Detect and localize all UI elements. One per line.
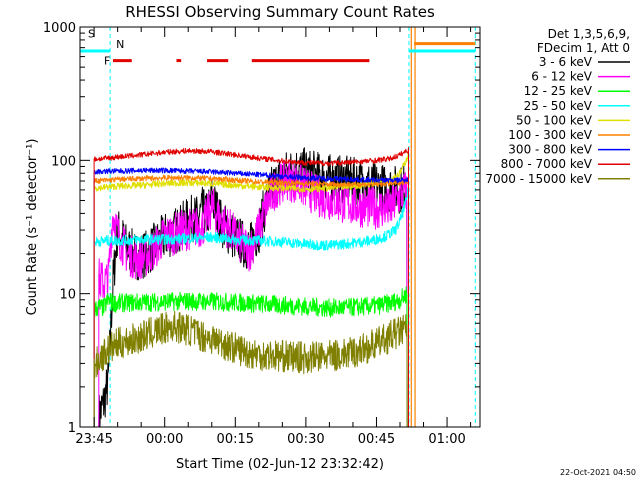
x-tick-label: 23:45 [75, 432, 112, 447]
axes: 1 10 100 1000 23:45 00:00 00:15 00:30 00:45 01:00 [43, 21, 480, 447]
x-tick-label: 01:00 [428, 432, 465, 447]
legend-header: FDecim 1, Att 0 [537, 41, 630, 55]
flag-n-label: N [116, 38, 124, 51]
x-tick-label: 00:00 [146, 432, 183, 447]
series-line [93, 310, 408, 428]
legend-label: 12 - 25 keV [524, 84, 593, 98]
legend-label: 25 - 50 keV [524, 99, 593, 113]
flag-s-label: S [88, 28, 95, 41]
series-line [93, 174, 409, 427]
legend-label: 3 - 6 keV [539, 55, 593, 69]
legend-label: 50 - 100 keV [516, 113, 593, 127]
legend-label: 7000 - 15000 keV [485, 172, 592, 186]
x-tick-label: 00:15 [217, 432, 254, 447]
legend-label: 6 - 12 keV [531, 70, 593, 84]
series-line [93, 187, 409, 427]
y-tick-label: 10 [59, 288, 76, 303]
legend-label: 100 - 300 keV [508, 128, 592, 142]
series-line [93, 167, 409, 427]
flag-f-label: F [104, 55, 110, 68]
x-tick-label: 00:45 [358, 432, 395, 447]
series-line [93, 286, 408, 428]
chart-title: RHESSI Observing Summary Count Rates [125, 3, 435, 21]
x-tick-label: 00:30 [287, 432, 324, 447]
series-group [93, 147, 409, 428]
flag-bars: S NF [80, 28, 476, 68]
y-tick-label: 1 [68, 421, 76, 436]
timestamp-label: 22-Oct-2021 04:50 [560, 468, 636, 477]
legend: Det 1,3,5,6,9,FDecim 1, Att 03 - 6 keV6 … [485, 27, 630, 186]
legend-label: 300 - 800 keV [508, 143, 592, 157]
legend-header: Det 1,3,5,6,9, [548, 27, 630, 41]
series-line [93, 152, 409, 427]
series-line [93, 147, 409, 427]
y-tick-label: 1000 [43, 21, 76, 36]
legend-label: 800 - 7000 keV [501, 157, 593, 171]
x-axis-label: Start Time (02-Jun-12 23:32:42) [176, 457, 384, 472]
y-axis-label: Count Rate (s⁻¹ detector⁻¹) [25, 139, 40, 316]
plot-frame [79, 26, 481, 428]
y-tick-label: 100 [51, 154, 76, 169]
